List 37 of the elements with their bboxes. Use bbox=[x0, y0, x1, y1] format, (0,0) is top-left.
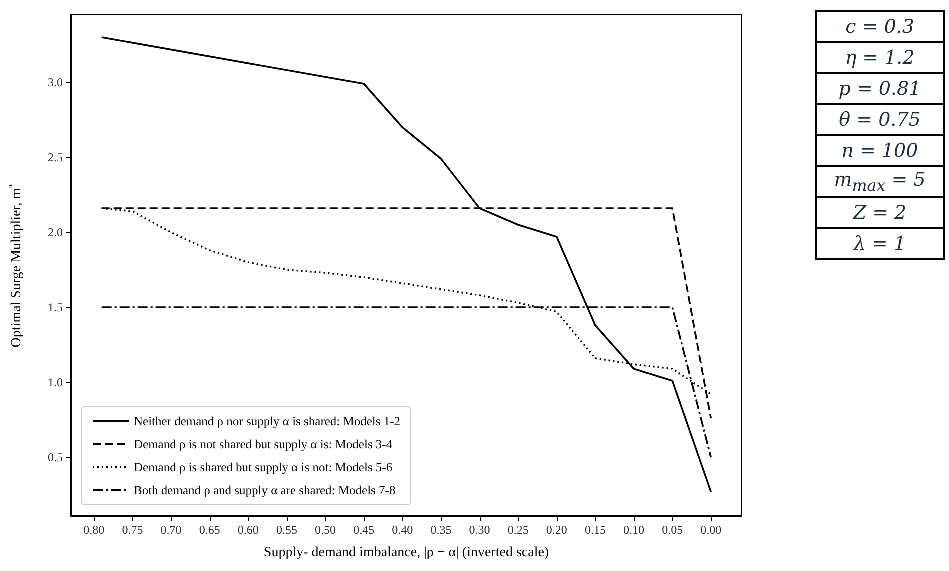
x-tick-label: 0.30 bbox=[469, 523, 490, 537]
y-tick-label: 1.0 bbox=[48, 376, 63, 390]
legend-label: Demand ρ is not shared but supply α is: Models 3-4 bbox=[134, 438, 394, 452]
text: λ = 1 bbox=[816, 228, 944, 259]
x-tick-label: 0.25 bbox=[508, 523, 529, 537]
y-tick-label: 1.5 bbox=[48, 300, 63, 314]
legend-label: Demand ρ is shared but supply α is not: Models 5-6 bbox=[134, 460, 393, 474]
x-tick-label: 0.80 bbox=[84, 523, 105, 537]
y-tick-label: 2.0 bbox=[48, 226, 63, 240]
text: θ = 0.75 bbox=[816, 104, 944, 135]
x-tick-label: 0.45 bbox=[354, 523, 375, 537]
y-axis-title: Optimal Surge Multiplier, m* bbox=[8, 183, 24, 348]
text: c = 0.3 bbox=[816, 11, 944, 42]
legend-label: Neither demand ρ nor supply α is shared: Models 1-2 bbox=[134, 414, 401, 428]
x-tick-label: 0.35 bbox=[430, 523, 452, 537]
y-tick-label: 0.5 bbox=[48, 450, 63, 464]
text: η = 1.2 bbox=[816, 42, 944, 73]
x-tick-label: 0.20 bbox=[546, 523, 568, 537]
x-tick-label: 0.05 bbox=[662, 523, 684, 537]
legend-label: Both demand ρ and supply α are shared: Models 7-8 bbox=[134, 484, 396, 498]
text: m$_{max}$ = 5 bbox=[816, 166, 944, 197]
x-tick-label: 0.15 bbox=[584, 523, 606, 537]
x-tick-label: 0.10 bbox=[624, 523, 645, 537]
text: n = 100 bbox=[816, 135, 944, 166]
text: Z = 2 bbox=[816, 197, 944, 228]
x-tick-label: 0.60 bbox=[238, 523, 259, 537]
x-tick-label: 0.40 bbox=[392, 523, 414, 537]
y-tick-label: 2.5 bbox=[48, 150, 63, 164]
x-tick-label: 0.55 bbox=[276, 523, 298, 537]
x-tick-label: 0.50 bbox=[315, 523, 336, 537]
x-tick-label: 0.75 bbox=[122, 523, 144, 537]
y-tick-label: 3.0 bbox=[48, 76, 63, 90]
x-tick-label: 0.70 bbox=[160, 523, 182, 537]
x-tick-label: 0.65 bbox=[199, 523, 220, 537]
text: p = 0.81 bbox=[816, 73, 944, 104]
x-tick-label: 0.00 bbox=[700, 523, 722, 537]
x-axis-title: Supply- demand imbalance, |ρ − α| (inverted scale) bbox=[264, 546, 550, 560]
